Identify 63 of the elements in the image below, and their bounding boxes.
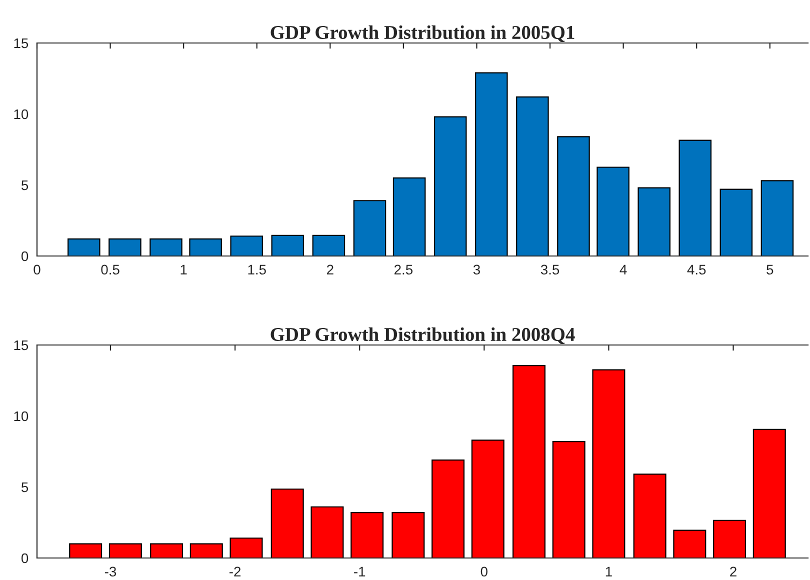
bar [760,180,794,256]
bar [678,140,712,256]
bar [230,538,263,558]
x-tick-label: 4.5 [687,264,706,275]
x-tick-label: 3 [473,264,480,275]
bar [312,234,346,256]
x-tick-label: 5 [766,264,774,275]
bar [350,512,384,558]
bar [68,238,100,256]
y-tick-label: 5 [22,180,28,190]
x-tick-label: -1 [354,566,366,576]
bar [432,459,465,558]
bar [557,136,590,256]
bar [633,474,666,558]
bar [475,72,508,256]
bar [190,543,223,558]
bar [353,200,386,256]
chart-title: GDP Growth Distribution in 2005Q1 [270,25,574,42]
y-tick-label: 0 [21,553,28,564]
bar [270,488,304,558]
bar [471,440,504,558]
x-tick-label: 1 [180,264,187,274]
y-tick-label: 0 [21,251,28,262]
bar [516,96,549,256]
bar [752,428,786,558]
bar [720,188,753,256]
x-tick-label: 1.5 [248,264,266,275]
bar [392,512,425,558]
bar [434,116,467,256]
bar [310,506,344,558]
chart-title: GDP Growth Distribution in 2008Q4 [270,327,575,344]
x-tick-label: 3.5 [540,264,560,275]
bar [673,530,706,558]
x-tick-label: -3 [104,566,116,577]
y-tick-label: 15 [14,340,28,350]
x-tick-label: 2.5 [394,264,413,275]
bar [69,543,102,558]
y-tick-label: 10 [14,109,28,120]
bar [596,166,630,256]
bar [392,177,426,256]
bar [230,236,263,256]
x-tick-label: 0 [480,566,488,577]
bar [150,238,182,256]
x-tick-label: 1 [606,566,612,576]
bar [271,234,304,256]
bar [189,238,222,256]
bar [108,543,142,558]
x-tick-label: -2 [229,566,241,576]
bar [713,520,746,558]
bar [638,187,670,256]
bar [512,365,546,558]
x-tick-label: 4 [620,264,627,274]
x-tick-label: 2 [730,566,736,576]
x-tick-label: 2 [326,264,334,274]
bar [150,543,184,558]
x-tick-label: 0 [34,264,40,275]
bar [592,369,626,558]
bar [552,441,586,558]
y-tick-label: 10 [14,411,28,422]
y-tick-label: 5 [22,482,28,492]
bar [108,238,142,256]
y-tick-label: 15 [14,38,28,48]
x-tick-label: 0.5 [101,264,120,275]
